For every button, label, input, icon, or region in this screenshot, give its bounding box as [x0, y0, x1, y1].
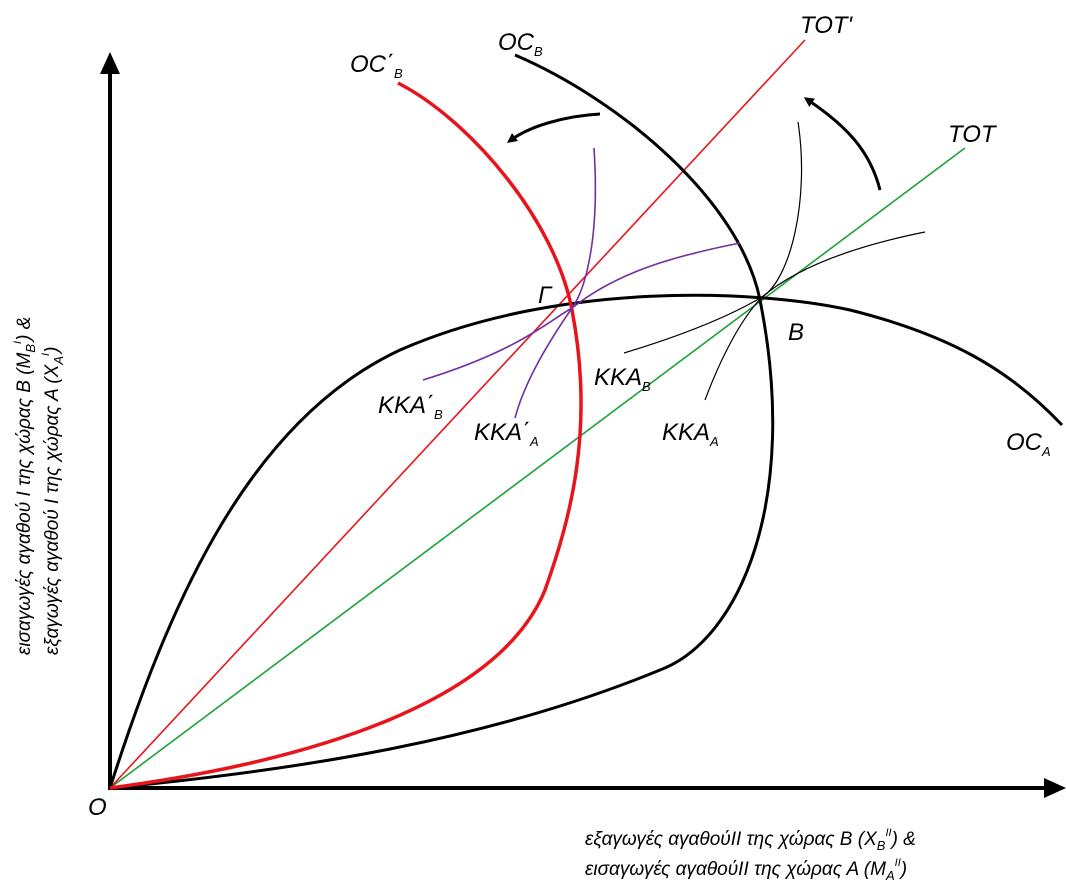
- tot-prime-label: TOT': [800, 12, 854, 39]
- oc-b-curve: [109, 53, 775, 790]
- rotation-arrow-up: [803, 97, 882, 191]
- x-axis-title-line1: εξαγωγές αγαθούΙΙ της χώρας Β (XBII) &: [585, 827, 916, 853]
- kka-a-curve: [704, 121, 803, 401]
- x-axis-title-line2: εισαγωγές αγαθούΙΙ της χώρας Α (MAII): [585, 857, 907, 883]
- oc-b-prime-label: OC΄B: [350, 51, 403, 81]
- tot-line: [109, 147, 966, 789]
- kka-b-curve: [623, 231, 926, 354]
- oc-a-label: OCA: [1006, 429, 1051, 459]
- tot-label: TOT: [948, 121, 998, 148]
- kka-b-prime-label: KKA΄B: [378, 392, 443, 422]
- y-axis-title-line2: εξαγωγές αγαθού Ι της χώρας Α (XAI): [40, 347, 66, 655]
- oc-a-curve: [108, 293, 1064, 789]
- oc-b-label: OCB: [498, 29, 543, 59]
- x-axis-arrowhead: [1044, 778, 1066, 798]
- kka-b-prime-curve: [422, 242, 741, 381]
- tot-prime-line: [109, 39, 806, 789]
- point-gamma-label: Γ: [538, 282, 553, 309]
- kka-a-prime-label: KKA΄A: [474, 419, 539, 449]
- shift-arrow-left: [506, 112, 601, 143]
- y-axis-arrowhead: [100, 52, 120, 74]
- origin-label: O: [88, 794, 107, 821]
- point-b-label: B: [788, 319, 804, 346]
- kka-a-prime-curve: [514, 147, 597, 419]
- y-axis-title-line1: εισαγωγές αγαθού Ι της χώρας Β (MBI) &: [12, 317, 38, 655]
- kka-b-label: KKAB: [594, 364, 651, 394]
- oc-b-prime-curve: [109, 81, 583, 790]
- kka-a-label: KKAA: [662, 419, 719, 449]
